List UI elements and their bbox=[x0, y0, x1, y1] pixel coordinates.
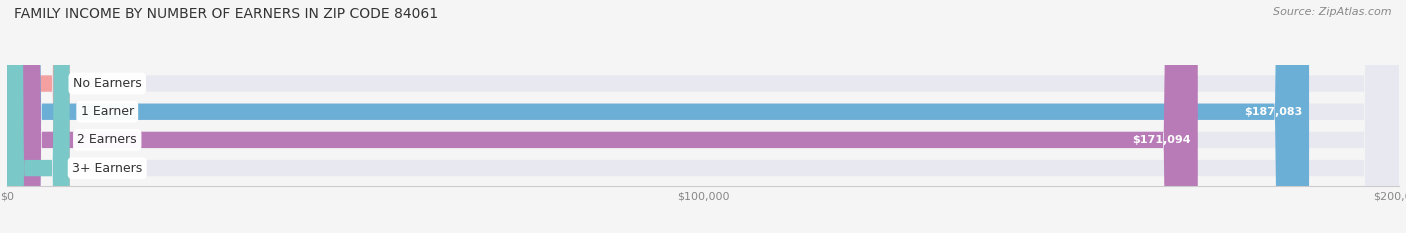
Text: 3+ Earners: 3+ Earners bbox=[72, 161, 142, 175]
Text: $187,083: $187,083 bbox=[1244, 107, 1302, 117]
Text: 2 Earners: 2 Earners bbox=[77, 134, 136, 146]
Text: $171,094: $171,094 bbox=[1132, 135, 1191, 145]
Text: FAMILY INCOME BY NUMBER OF EARNERS IN ZIP CODE 84061: FAMILY INCOME BY NUMBER OF EARNERS IN ZI… bbox=[14, 7, 439, 21]
Text: No Earners: No Earners bbox=[73, 77, 142, 90]
FancyBboxPatch shape bbox=[7, 0, 1309, 233]
Text: 1 Earner: 1 Earner bbox=[80, 105, 134, 118]
FancyBboxPatch shape bbox=[7, 0, 70, 233]
Text: $0: $0 bbox=[80, 79, 94, 89]
FancyBboxPatch shape bbox=[7, 0, 1198, 233]
FancyBboxPatch shape bbox=[7, 0, 70, 233]
Text: $0: $0 bbox=[80, 163, 94, 173]
FancyBboxPatch shape bbox=[7, 0, 1399, 233]
Text: Source: ZipAtlas.com: Source: ZipAtlas.com bbox=[1274, 7, 1392, 17]
FancyBboxPatch shape bbox=[7, 0, 1399, 233]
FancyBboxPatch shape bbox=[7, 0, 1399, 233]
FancyBboxPatch shape bbox=[7, 0, 1399, 233]
